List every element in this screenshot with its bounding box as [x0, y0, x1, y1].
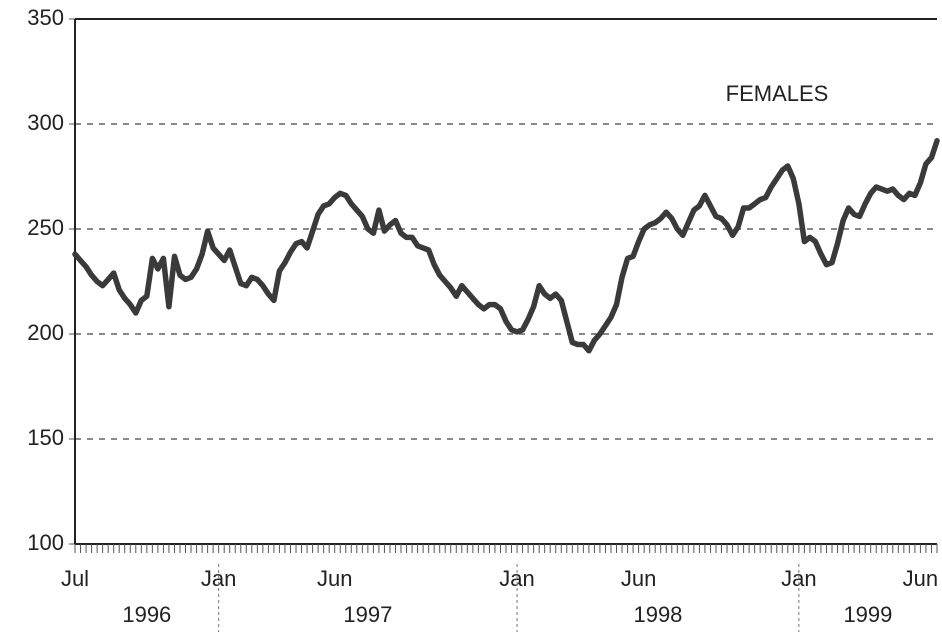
y-tick-label: 150: [27, 425, 64, 450]
data-line: [72, 138, 940, 354]
x-tick-label: Jun: [621, 566, 656, 591]
y-tick-label: 350: [27, 5, 64, 30]
y-tick-label: 200: [27, 320, 64, 345]
x-tick-label: Jun: [903, 566, 938, 591]
year-label: 1996: [122, 602, 171, 627]
x-tick-label: Jun: [317, 566, 352, 591]
y-tick-label: 300: [27, 110, 64, 135]
year-label: 1997: [343, 602, 392, 627]
year-label: 1999: [843, 602, 892, 627]
x-tick-label: Jul: [61, 566, 89, 591]
annotation: FEMALES: [726, 81, 829, 106]
year-label: 1998: [633, 602, 682, 627]
y-tick-label: 250: [27, 215, 64, 240]
y-tick-label: 100: [27, 530, 64, 555]
